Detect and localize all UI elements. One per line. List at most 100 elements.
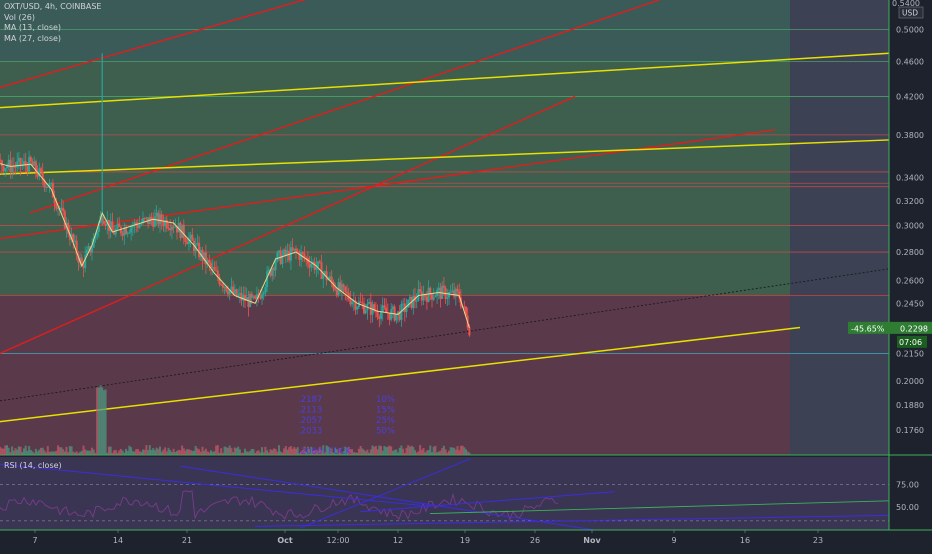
candle[interactable] <box>75 240 78 255</box>
candle[interactable] <box>227 291 229 295</box>
candle[interactable] <box>346 291 348 293</box>
candle[interactable] <box>174 226 177 228</box>
rsi-trend-line[interactable] <box>179 465 596 531</box>
candle[interactable] <box>385 307 388 313</box>
currency-badge[interactable] <box>898 6 924 19</box>
candle[interactable] <box>225 286 228 292</box>
candle[interactable] <box>415 300 418 302</box>
candle[interactable] <box>116 223 119 229</box>
candle[interactable] <box>170 226 173 231</box>
trend-line-yellow[interactable] <box>0 139 890 175</box>
candle[interactable] <box>63 211 66 229</box>
candle[interactable] <box>215 270 218 272</box>
candle[interactable] <box>237 294 240 297</box>
candle[interactable] <box>347 292 350 300</box>
candle[interactable] <box>323 271 326 274</box>
candle[interactable] <box>130 227 133 233</box>
candle[interactable] <box>211 267 214 269</box>
candle[interactable] <box>109 221 112 231</box>
candle[interactable] <box>14 166 17 168</box>
candle[interactable] <box>72 234 75 242</box>
candle[interactable] <box>310 263 313 268</box>
candle[interactable] <box>288 250 291 261</box>
candle[interactable] <box>356 307 359 310</box>
candle[interactable] <box>186 241 189 245</box>
candle[interactable] <box>208 259 211 264</box>
candle[interactable] <box>264 287 267 293</box>
candle[interactable] <box>254 296 257 299</box>
candle[interactable] <box>53 197 56 204</box>
candle[interactable] <box>92 238 95 248</box>
candle[interactable] <box>12 166 15 168</box>
candle[interactable] <box>198 242 201 258</box>
candle[interactable] <box>425 296 428 302</box>
candle[interactable] <box>238 293 241 295</box>
candle[interactable] <box>172 226 175 228</box>
candle[interactable] <box>230 286 233 290</box>
candle[interactable] <box>77 254 80 263</box>
candle[interactable] <box>354 300 357 310</box>
candle[interactable] <box>74 240 76 242</box>
candle[interactable] <box>420 291 423 301</box>
candle[interactable] <box>247 296 250 307</box>
candle[interactable] <box>368 302 371 304</box>
candle[interactable] <box>150 216 153 220</box>
candle[interactable] <box>85 250 88 256</box>
candle[interactable] <box>159 214 161 225</box>
rsi-line[interactable] <box>0 490 559 521</box>
candle[interactable] <box>145 217 148 219</box>
candle[interactable] <box>128 232 131 234</box>
candle[interactable] <box>376 311 379 317</box>
candle[interactable] <box>204 252 207 265</box>
candle[interactable] <box>364 310 367 314</box>
candle[interactable] <box>60 207 63 210</box>
rsi-trend-line[interactable] <box>0 463 431 507</box>
candle[interactable] <box>402 303 405 305</box>
candle[interactable] <box>216 270 219 278</box>
candle[interactable] <box>2 166 5 172</box>
symbol-label[interactable]: OXT/USD, 4h, COINBASE <box>4 2 102 11</box>
candle[interactable] <box>412 296 415 308</box>
candle[interactable] <box>449 291 452 293</box>
volume-indicator-label[interactable]: Vol (26) <box>4 12 35 22</box>
candle[interactable] <box>388 313 391 320</box>
candle[interactable] <box>80 257 83 265</box>
candle[interactable] <box>318 261 321 263</box>
candle[interactable] <box>24 161 27 166</box>
candle[interactable] <box>441 285 444 299</box>
candle[interactable] <box>334 288 337 290</box>
candle[interactable] <box>232 286 235 294</box>
candle[interactable] <box>332 281 335 289</box>
dotted-trend-line[interactable] <box>0 268 890 402</box>
candle[interactable] <box>201 250 204 261</box>
candle[interactable] <box>55 203 58 209</box>
candle[interactable] <box>46 186 49 188</box>
candle[interactable] <box>351 301 354 305</box>
candle[interactable] <box>395 313 398 321</box>
candle[interactable] <box>6 166 8 169</box>
candle[interactable] <box>16 161 19 168</box>
candle[interactable] <box>119 227 122 234</box>
candle[interactable] <box>228 289 231 295</box>
candle[interactable] <box>301 252 304 254</box>
candle[interactable] <box>281 255 284 264</box>
candle[interactable] <box>458 291 461 298</box>
candle[interactable] <box>344 286 347 292</box>
trend-line-red[interactable] <box>0 0 352 89</box>
candle[interactable] <box>70 234 73 240</box>
candle[interactable] <box>305 257 308 259</box>
candle[interactable] <box>397 311 399 314</box>
candle[interactable] <box>391 306 394 310</box>
candle[interactable] <box>330 276 333 282</box>
candle[interactable] <box>114 228 117 235</box>
candle[interactable] <box>167 228 170 230</box>
candle[interactable] <box>259 296 262 299</box>
candle[interactable] <box>169 228 172 231</box>
candle[interactable] <box>0 159 2 161</box>
candle[interactable] <box>317 261 320 267</box>
candle[interactable] <box>293 248 296 251</box>
candle[interactable] <box>261 294 263 299</box>
candle[interactable] <box>308 263 311 268</box>
candle[interactable] <box>439 287 442 299</box>
candle[interactable] <box>266 271 269 288</box>
